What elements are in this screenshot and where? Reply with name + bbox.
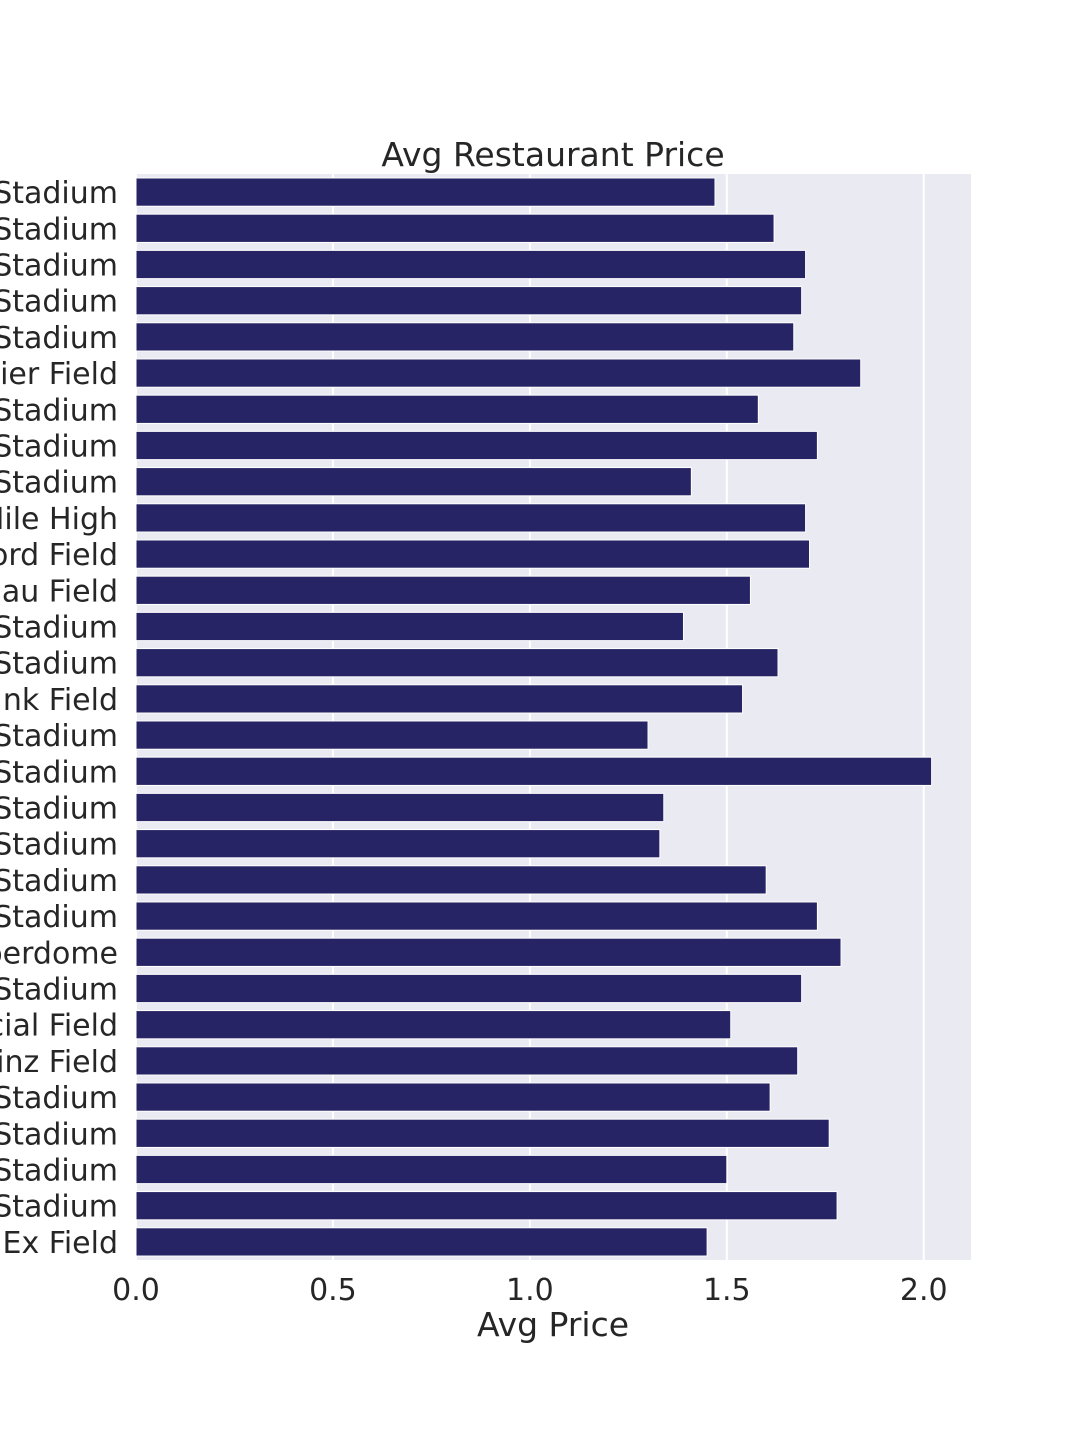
x-axis-label: Avg Price <box>477 1305 629 1344</box>
bar <box>135 286 803 316</box>
bar <box>135 1227 708 1257</box>
category-label: Stadium <box>0 1081 118 1116</box>
category-label: Stadium <box>0 900 118 935</box>
category-label: Stadium <box>0 176 118 211</box>
chart-title: Avg Restaurant Price <box>381 135 724 174</box>
bars <box>135 177 933 1257</box>
bar <box>135 973 803 1004</box>
category-label: Stadium <box>0 755 118 790</box>
bar <box>135 358 862 388</box>
x-tick-label: 2.0 <box>900 1273 948 1308</box>
category-label: Stadium <box>0 719 118 754</box>
category-label: Stadium <box>0 611 118 646</box>
category-label: Stadium <box>0 1154 118 1189</box>
bar <box>135 865 767 895</box>
bar <box>135 394 759 424</box>
x-tick-label: 0.5 <box>309 1273 357 1308</box>
bar <box>135 1082 771 1112</box>
category-label: Stadium <box>0 321 118 356</box>
category-label: Mile High <box>0 502 118 537</box>
category-label: Stadium <box>0 466 118 501</box>
x-tick-labels: 0.0 0.5 1.0 1.5 2.0 <box>112 1273 947 1308</box>
category-label: au Field <box>2 574 118 609</box>
category-label: Stadium <box>0 285 118 320</box>
bar <box>135 177 716 207</box>
category-label: perdome <box>0 936 118 971</box>
category-label: Stadium <box>0 828 118 863</box>
bar <box>135 684 744 714</box>
bar <box>135 648 779 678</box>
bar <box>135 1046 799 1076</box>
category-label: ord Field <box>0 538 118 573</box>
gridlines <box>135 174 925 1260</box>
bar <box>135 467 692 497</box>
bar <box>135 720 649 750</box>
category-label: Stadium <box>0 647 118 682</box>
bar <box>135 213 775 243</box>
bar <box>135 322 795 352</box>
category-label: Stadium <box>0 212 118 247</box>
bar <box>135 792 665 823</box>
category-label: Stadium <box>0 1117 118 1152</box>
bar <box>135 1118 830 1148</box>
bar <box>135 539 811 569</box>
bar <box>135 901 818 931</box>
bar <box>135 937 842 967</box>
bar <box>135 756 933 786</box>
bar <box>135 611 684 642</box>
bar <box>135 1010 732 1040</box>
category-label: Stadium <box>0 1190 118 1225</box>
bar <box>135 249 807 280</box>
category-label: nk Field <box>3 683 118 718</box>
category-label: ier Field <box>0 357 118 392</box>
x-tick-label: 0.0 <box>112 1273 160 1308</box>
category-label: Stadium <box>0 430 118 465</box>
bar <box>135 503 807 533</box>
bar <box>135 575 751 605</box>
x-tick-label: 1.5 <box>703 1273 751 1308</box>
category-label: Ex Field <box>3 1226 119 1261</box>
bar <box>135 829 661 859</box>
category-label: Stadium <box>0 864 118 899</box>
bar <box>135 1154 728 1185</box>
category-label: Stadium <box>0 249 118 284</box>
bar <box>135 430 818 461</box>
bar <box>135 1191 838 1221</box>
category-label: Stadium <box>0 393 118 428</box>
category-label: cial Field <box>0 1009 118 1044</box>
plot-background <box>136 174 971 1260</box>
category-label: Stadium <box>0 973 118 1008</box>
x-tick-label: 1.0 <box>506 1273 554 1308</box>
category-label: Stadium <box>0 792 118 827</box>
category-label: inz Field <box>0 1045 118 1080</box>
